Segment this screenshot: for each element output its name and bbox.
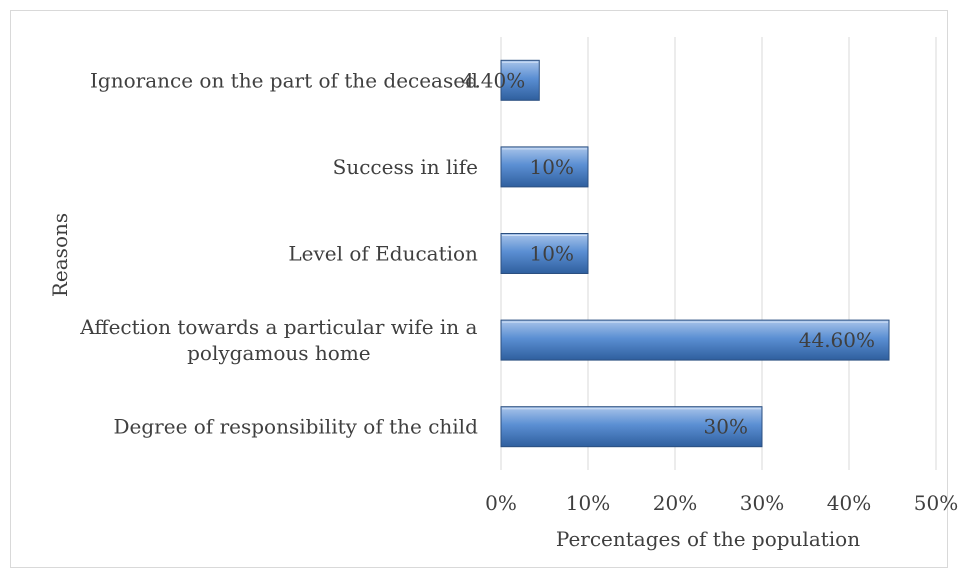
x-tick-label: 50% [914, 491, 958, 515]
x-tick-labels: 0% 10% 20% 30% 40% 50% [485, 491, 958, 515]
data-labels: 30% 44.60% 10% 10% 4.40% [462, 68, 875, 438]
category-label: Ignorance on the part of the deceased [90, 68, 478, 92]
data-label: 4.40% [462, 68, 526, 92]
x-tick-label: 40% [827, 491, 871, 515]
data-label: 10% [530, 155, 574, 179]
bar [500, 233, 589, 274]
x-tick-label: 30% [740, 491, 784, 515]
category-label: Degree of responsibility of the child [114, 415, 479, 439]
bar [500, 406, 763, 448]
bar [500, 319, 890, 361]
data-label: 44.60% [799, 328, 875, 352]
data-label: 30% [704, 415, 748, 439]
category-label: polygamous home [187, 341, 371, 365]
chart-frame [10, 10, 948, 568]
gridlines [500, 37, 937, 470]
category-label: Affection towards a particular wife in a [79, 315, 477, 339]
x-tick-label: 20% [653, 491, 697, 515]
bar [500, 59, 540, 101]
x-tick-label: 10% [566, 491, 610, 515]
category-labels: Degree of responsibility of the child Aff… [79, 68, 478, 438]
data-label: 10% [530, 242, 574, 266]
category-label: Success in life [333, 155, 478, 179]
x-axis-title: Percentages of the population [556, 527, 860, 551]
bar [500, 146, 589, 188]
y-axis-title: Reasons [48, 213, 72, 297]
category-label: Level of Education [288, 242, 478, 266]
x-tick-label: 0% [485, 491, 517, 515]
bars [500, 59, 890, 448]
